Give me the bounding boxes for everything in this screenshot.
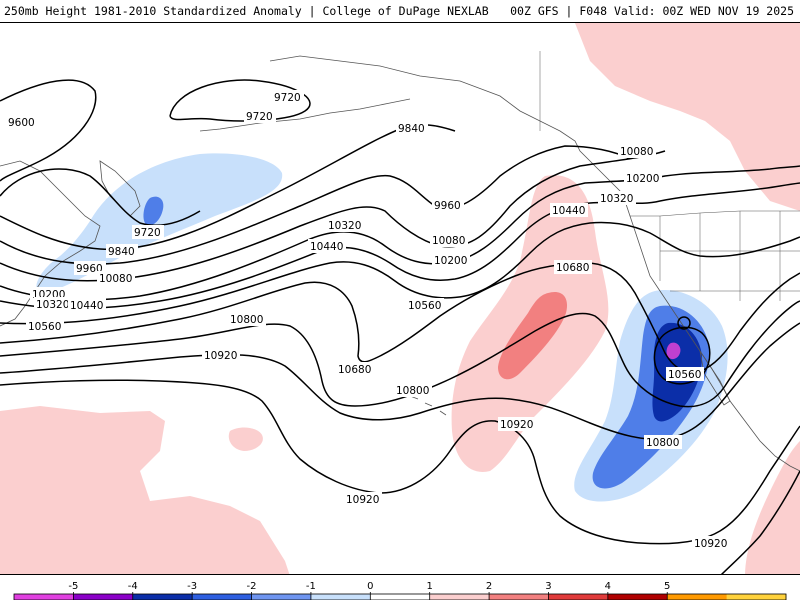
colorbar-tick-label: -2 bbox=[247, 581, 257, 592]
colorbar-tick-label: 3 bbox=[545, 581, 551, 592]
coastline-asia-east bbox=[0, 160, 101, 327]
contour-label: 10440 bbox=[70, 300, 103, 312]
contour-label: 9840 bbox=[398, 123, 425, 135]
contour-label: 10320 bbox=[36, 299, 69, 311]
contour-label: 10920 bbox=[204, 350, 237, 362]
neg-anomaly-west-core bbox=[143, 196, 164, 226]
pos-anomaly-sw bbox=[0, 406, 290, 574]
negative-anomaly-shading bbox=[36, 153, 728, 502]
contour-label: 10560 bbox=[668, 369, 701, 381]
colorbar-segment bbox=[73, 594, 134, 600]
contour-10920-east bbox=[720, 470, 800, 574]
contour-label: 10320 bbox=[600, 193, 633, 205]
pos-anomaly-small-island bbox=[228, 427, 263, 451]
colorbar-segment bbox=[429, 594, 490, 600]
pos-anomaly-ne bbox=[575, 23, 800, 211]
contour-label: 10080 bbox=[99, 273, 132, 285]
anomaly-colorbar: -5 -4 -3 -2 -1 0 1 2 3 4 5 bbox=[0, 576, 800, 600]
colorbar-tick-label: 5 bbox=[664, 581, 670, 592]
colorbar-tick-label: 0 bbox=[367, 581, 373, 592]
colorbar-outline bbox=[13, 593, 787, 600]
coastline-baja bbox=[699, 350, 731, 406]
contour-label: 10800 bbox=[230, 314, 263, 326]
colorbar-tick-label: 1 bbox=[427, 581, 433, 592]
colorbar-segment bbox=[310, 594, 371, 600]
contour-label: 10560 bbox=[28, 321, 61, 333]
contour-label: 9600 bbox=[8, 117, 35, 129]
contour-9960 bbox=[0, 145, 631, 265]
colorbar-tick-label: 4 bbox=[605, 581, 611, 592]
pos-anomaly-core-central bbox=[498, 291, 568, 380]
coastline-hawaii bbox=[409, 395, 447, 416]
anomaly-map: 9600 9720 9720 9720 9840 9840 9960 9960 … bbox=[0, 22, 800, 575]
neg-anomaly-east-extreme bbox=[666, 342, 681, 360]
contour-label: 9840 bbox=[108, 246, 135, 258]
map-canvas: 9600 9720 9720 9720 9840 9840 9960 9960 … bbox=[0, 23, 800, 574]
contour-label: 9960 bbox=[76, 263, 103, 275]
positive-anomaly-core bbox=[498, 291, 568, 380]
contour-10320 bbox=[0, 182, 800, 310]
colorbar-tick-label: -4 bbox=[128, 581, 138, 592]
colorbar-segment bbox=[14, 594, 74, 600]
contour-label: 10440 bbox=[552, 205, 585, 217]
coastline-aleutians bbox=[199, 98, 411, 132]
contour-label: 10680 bbox=[338, 364, 371, 376]
colorbar-tick-label: 2 bbox=[486, 581, 492, 592]
contour-label: 10320 bbox=[328, 220, 361, 232]
contour-label: 10560 bbox=[408, 300, 441, 312]
colorbar-segment bbox=[607, 594, 668, 600]
colorbar-segment bbox=[251, 594, 312, 600]
colorbar-segment bbox=[726, 594, 787, 600]
pos-anomaly-se bbox=[745, 441, 800, 574]
colorbar-segment bbox=[370, 594, 431, 600]
colorbar-tick-label: -3 bbox=[187, 581, 197, 592]
map-header: 250mb Height 1981-2010 Standardized Anom… bbox=[0, 0, 800, 22]
closed-low-center bbox=[677, 316, 691, 330]
map-title: 250mb Height 1981-2010 Standardized Anom… bbox=[4, 4, 489, 18]
contour-label: 10080 bbox=[620, 146, 653, 158]
coastline-kamchatka bbox=[99, 160, 141, 217]
colorbar-segment bbox=[192, 594, 253, 600]
contour-9720-west bbox=[0, 168, 201, 227]
contour-label: 10080 bbox=[432, 235, 465, 247]
contour-label: 9720 bbox=[246, 111, 273, 123]
colorbar-segment bbox=[548, 594, 609, 600]
colorbar-tick-label: -5 bbox=[68, 581, 78, 592]
contour-label: 10920 bbox=[694, 538, 727, 550]
contour-label: 9720 bbox=[134, 227, 161, 239]
contour-label: 10920 bbox=[346, 494, 379, 506]
contour-10560 bbox=[0, 262, 800, 373]
contour-label: 10440 bbox=[310, 241, 343, 253]
contour-label: 10920 bbox=[500, 419, 533, 431]
contour-labels: 9600 9720 9720 9720 9840 9840 9960 9960 … bbox=[5, 90, 730, 550]
contour-10920-west bbox=[0, 379, 800, 545]
model-run-info: 00Z GFS | F048 Valid: 00Z WED NOV 19 202… bbox=[510, 4, 794, 18]
contour-label: 10800 bbox=[396, 385, 429, 397]
colorbar-segment bbox=[132, 594, 193, 600]
contour-label: 10200 bbox=[434, 255, 467, 267]
colorbar-canvas: -5 -4 -3 -2 -1 0 1 2 3 4 5 bbox=[13, 581, 787, 600]
colorbar-segment bbox=[667, 594, 728, 600]
colorbar-segment bbox=[489, 594, 549, 600]
border-states-1 bbox=[659, 211, 800, 301]
contour-9720-north bbox=[169, 79, 311, 122]
contour-label: 10200 bbox=[626, 173, 659, 185]
contour-9600 bbox=[0, 79, 97, 182]
neg-anomaly-west bbox=[36, 153, 283, 293]
border-canada-us bbox=[630, 210, 800, 217]
contour-10440 bbox=[0, 221, 800, 325]
contour-label: 10680 bbox=[556, 262, 589, 274]
contour-label: 10800 bbox=[646, 437, 679, 449]
colorbar-tick-label: -1 bbox=[306, 581, 316, 592]
contour-label: 9720 bbox=[274, 92, 301, 104]
contour-label: 9960 bbox=[434, 200, 461, 212]
contour-10680 bbox=[0, 300, 800, 408]
